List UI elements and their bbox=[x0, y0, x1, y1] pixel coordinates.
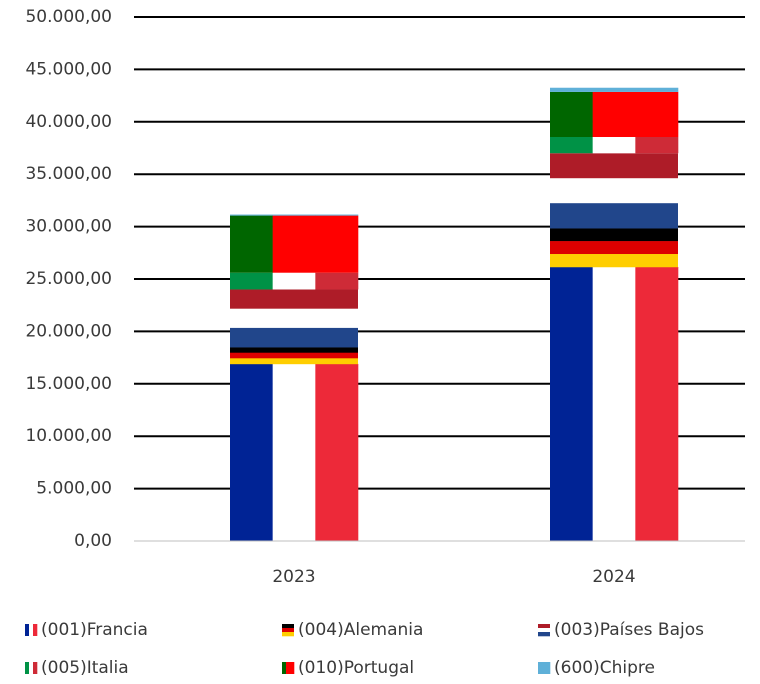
flag-stripe bbox=[550, 91, 593, 137]
bar-segment bbox=[550, 266, 679, 541]
legend-icon bbox=[282, 624, 294, 637]
flag-stripe bbox=[272, 215, 316, 273]
flag-stripe bbox=[230, 215, 273, 273]
x-tick-label: 2024 bbox=[592, 567, 635, 587]
flag-stripe bbox=[230, 363, 273, 541]
bar-segment bbox=[550, 153, 678, 229]
y-tick-label: 10.000,00 bbox=[25, 426, 112, 446]
legend-icon bbox=[25, 662, 38, 674]
legend-icon bbox=[538, 662, 551, 674]
flag-stripe bbox=[315, 363, 359, 541]
bar-segment bbox=[550, 136, 679, 154]
flag-stripe bbox=[230, 308, 358, 329]
flag-stripe bbox=[592, 136, 636, 154]
legend-label: (600)Chipre bbox=[554, 658, 655, 678]
y-tick-label: 15.000,00 bbox=[25, 374, 112, 394]
flag-stripe bbox=[230, 272, 273, 290]
bar-segment bbox=[550, 91, 679, 137]
bar-segment bbox=[230, 289, 358, 348]
flag-stripe bbox=[550, 241, 678, 255]
y-tick-label: 0,00 bbox=[74, 531, 112, 551]
flag-stripe bbox=[538, 624, 550, 629]
flag-stripe bbox=[315, 272, 359, 290]
y-tick-label: 25.000,00 bbox=[25, 269, 112, 289]
bar-segment bbox=[230, 214, 359, 216]
flag-stripe bbox=[272, 272, 316, 290]
flag-stripe bbox=[538, 662, 551, 674]
flag-stripe bbox=[33, 624, 38, 636]
flag-stripe bbox=[230, 347, 358, 354]
flag-stripe bbox=[538, 632, 550, 637]
flag-stripe bbox=[550, 87, 679, 92]
legend-icon bbox=[538, 624, 550, 637]
flag-stripe bbox=[550, 136, 593, 154]
flag-stripe bbox=[635, 91, 679, 137]
flag-stripe bbox=[272, 363, 316, 541]
y-tick-label: 50.000,00 bbox=[25, 7, 112, 27]
flag-stripe bbox=[230, 289, 358, 309]
flag-stripe bbox=[230, 358, 358, 365]
bar-segment bbox=[230, 363, 359, 541]
legend-icon bbox=[282, 662, 295, 674]
flag-stripe bbox=[29, 662, 34, 674]
flag-stripe bbox=[550, 178, 678, 204]
flag-stripe bbox=[230, 327, 358, 348]
y-tick-label: 45.000,00 bbox=[25, 59, 112, 79]
flag-stripe bbox=[635, 266, 679, 541]
flag-stripe bbox=[230, 352, 358, 359]
flag-stripe bbox=[538, 628, 550, 633]
flag-stripe bbox=[33, 662, 38, 674]
bar-segment bbox=[550, 228, 678, 268]
bar-segment bbox=[230, 215, 359, 273]
flag-stripe bbox=[290, 662, 295, 674]
y-tick-label: 5.000,00 bbox=[36, 479, 112, 499]
flag-stripe bbox=[29, 624, 34, 636]
flag-stripe bbox=[592, 91, 636, 137]
legend-label: (005)Italia bbox=[41, 658, 129, 678]
legend-label: (010)Portugal bbox=[298, 658, 414, 678]
y-tick-label: 40.000,00 bbox=[25, 112, 112, 132]
bar-segment bbox=[230, 347, 358, 365]
legend-label: (001)Francia bbox=[41, 620, 148, 640]
flag-stripe bbox=[282, 662, 287, 674]
legend-icon bbox=[25, 624, 38, 636]
flag-stripe bbox=[550, 266, 593, 541]
flag-stripe bbox=[286, 662, 291, 674]
y-tick-label: 30.000,00 bbox=[25, 217, 112, 237]
legend-label: (004)Alemania bbox=[298, 620, 423, 640]
legend-label: (003)Países Bajos bbox=[554, 620, 704, 640]
flag-stripe bbox=[550, 254, 678, 268]
flag-stripe bbox=[282, 624, 294, 629]
flag-stripe bbox=[550, 153, 678, 179]
y-tick-label: 20.000,00 bbox=[25, 321, 112, 341]
flag-stripe bbox=[550, 228, 678, 242]
flag-stripe bbox=[25, 662, 30, 674]
x-tick-label: 2023 bbox=[272, 567, 315, 587]
flag-stripe bbox=[230, 214, 359, 216]
flag-stripe bbox=[592, 266, 636, 541]
bar-segment bbox=[230, 272, 359, 290]
y-tick-label: 35.000,00 bbox=[25, 164, 112, 184]
bar-segment bbox=[550, 87, 679, 92]
flag-stripe bbox=[282, 632, 294, 637]
flag-stripe bbox=[25, 624, 30, 636]
flag-stripe bbox=[550, 203, 678, 229]
flag-stripe bbox=[315, 215, 359, 273]
flag-stripe bbox=[635, 136, 679, 154]
flag-stripe bbox=[282, 628, 294, 633]
